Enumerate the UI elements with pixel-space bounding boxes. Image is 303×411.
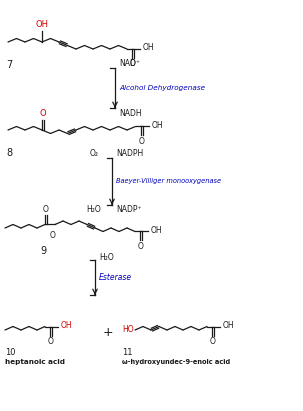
Text: OH: OH: [223, 321, 235, 330]
Text: O: O: [48, 337, 54, 346]
Text: NADP⁺: NADP⁺: [116, 206, 142, 215]
Text: OH: OH: [152, 121, 163, 130]
Text: NADH: NADH: [119, 109, 142, 118]
Text: O: O: [43, 205, 49, 213]
Text: OH: OH: [61, 321, 73, 330]
Text: 7: 7: [6, 60, 12, 70]
Text: O: O: [138, 242, 144, 250]
Text: 10: 10: [5, 348, 15, 357]
Text: O: O: [40, 109, 46, 118]
Text: Baeyer-Villiger monooxygenase: Baeyer-Villiger monooxygenase: [116, 178, 221, 185]
Text: HO: HO: [122, 325, 134, 333]
Text: O₂: O₂: [89, 150, 98, 159]
Text: O: O: [138, 136, 145, 145]
Text: Alcohol Dehydrogenase: Alcohol Dehydrogenase: [119, 85, 205, 91]
Text: O: O: [210, 337, 216, 346]
Text: 11: 11: [122, 348, 132, 357]
Text: ω-hydroxyundec-9-enoic acid: ω-hydroxyundec-9-enoic acid: [122, 359, 230, 365]
Text: OH: OH: [35, 20, 48, 29]
Text: NAD⁺: NAD⁺: [119, 60, 140, 69]
Text: H₂O: H₂O: [99, 252, 114, 261]
Text: O: O: [130, 59, 136, 68]
Text: OH: OH: [151, 226, 163, 235]
Text: 8: 8: [6, 148, 12, 158]
Text: O: O: [50, 231, 56, 240]
Text: Esterase: Esterase: [99, 273, 132, 282]
Text: 9: 9: [40, 246, 46, 256]
Text: NADPH: NADPH: [116, 150, 143, 159]
Text: OH: OH: [143, 44, 155, 53]
Text: +: +: [103, 326, 113, 339]
Text: H₂O: H₂O: [87, 206, 102, 215]
Text: heptanoic acid: heptanoic acid: [5, 359, 65, 365]
